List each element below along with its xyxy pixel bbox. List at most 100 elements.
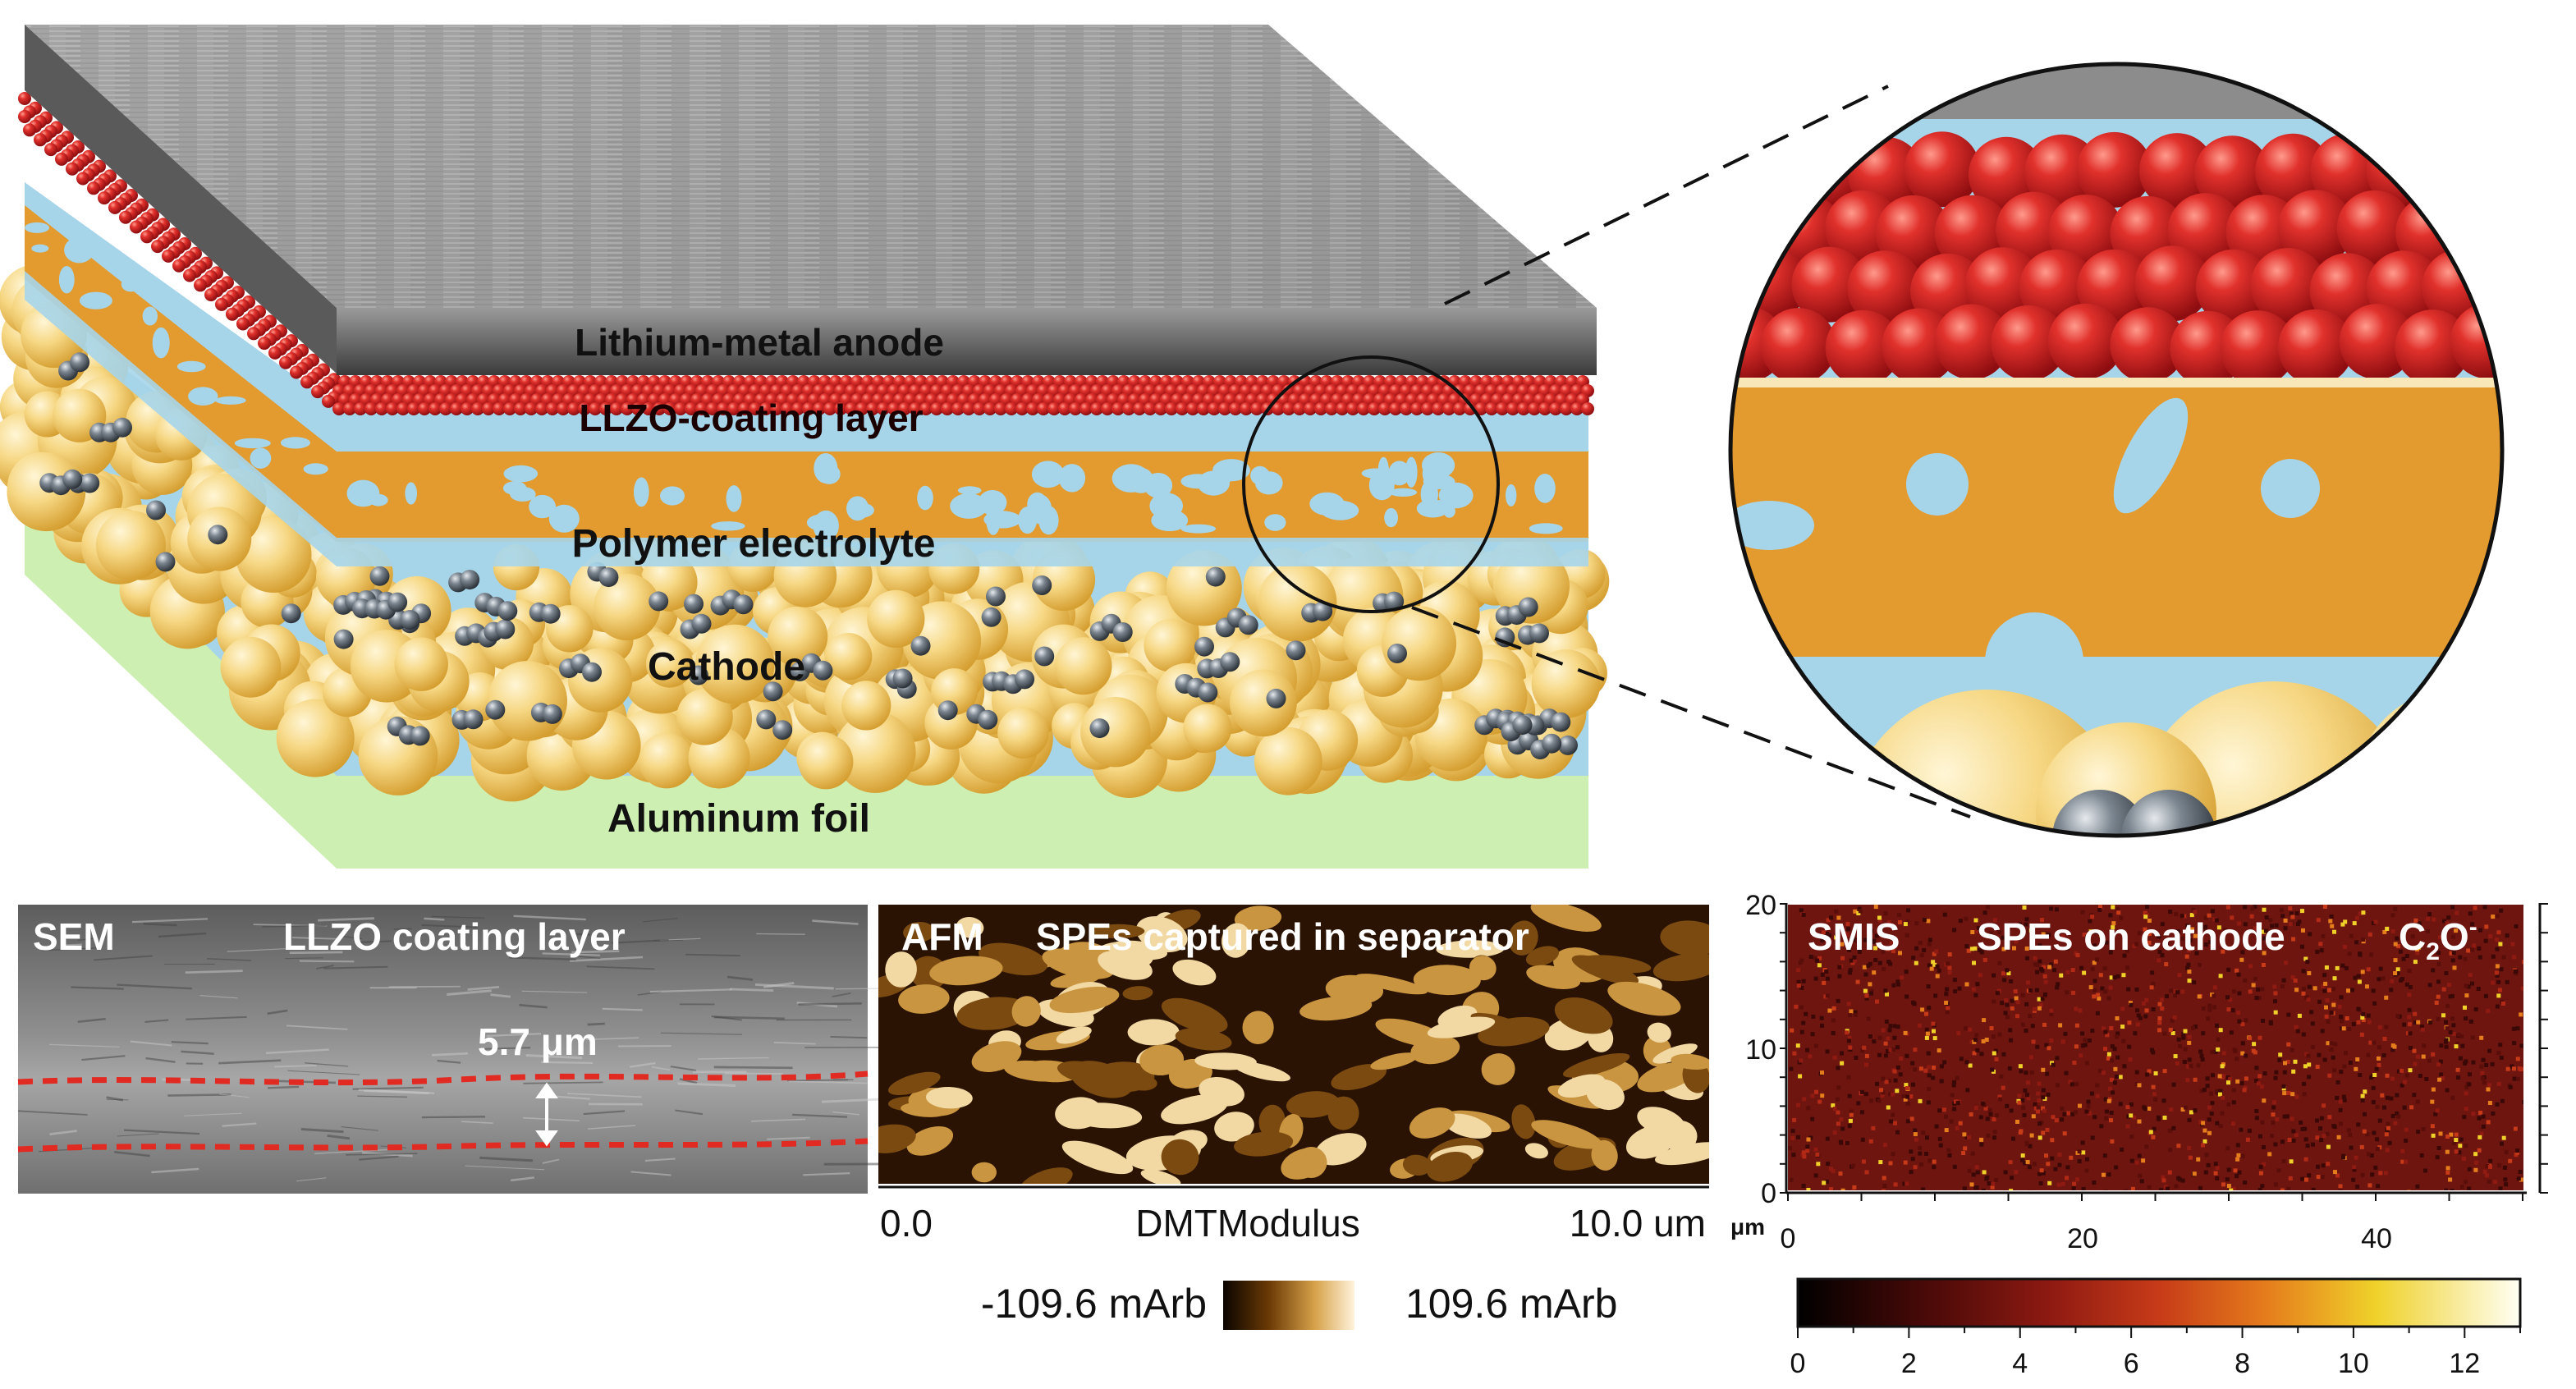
smis-pixel — [2226, 1102, 2231, 1107]
llzo-particle — [311, 385, 324, 399]
smis-pixel — [2018, 1064, 2023, 1069]
smis-pixel — [1981, 1039, 1986, 1043]
smis-pixel — [2413, 960, 2418, 965]
smis-pixel — [1890, 941, 1895, 946]
smis-pixel — [2185, 965, 2190, 970]
smis-pixel — [2280, 1139, 2285, 1144]
smis-pixel — [2301, 969, 2306, 974]
llzo-particle — [354, 402, 367, 415]
smis-pixel — [2114, 1165, 2119, 1170]
smis-pixel — [1824, 970, 1829, 974]
llzo-particle — [802, 402, 815, 415]
smis-pixel — [2026, 928, 2031, 933]
smis-pixel — [2480, 1070, 2485, 1075]
smis-pixel — [2273, 1142, 2278, 1147]
smis-pixel — [2257, 922, 2262, 927]
cathode-particle — [1254, 727, 1322, 795]
smis-pixel — [1810, 1116, 1815, 1121]
smis-pixel — [1831, 1031, 1836, 1035]
smis-pixel — [2437, 1077, 2442, 1082]
smis-pixel — [2409, 1105, 2414, 1110]
smis-pixel — [1914, 960, 1918, 965]
llzo-particle — [162, 249, 175, 263]
smis-pixel — [1913, 1128, 1918, 1133]
smis-pixel — [2115, 1016, 2120, 1020]
polymer-pore — [1031, 461, 1065, 488]
afm-domain — [1161, 1094, 1228, 1125]
smis-pixel — [2290, 1116, 2294, 1121]
afm-domain — [1056, 1026, 1092, 1044]
afm-domain — [1286, 1091, 1341, 1118]
smis-pixel — [2415, 1184, 2420, 1189]
sem-streak — [114, 1151, 150, 1158]
carbon-particle — [598, 567, 619, 588]
llzo-particle — [322, 394, 335, 408]
smis-pixel — [2071, 990, 2076, 995]
smis-pixel — [1832, 1130, 1837, 1135]
smis-pixel — [2338, 1099, 2343, 1104]
smis-pixel — [2321, 984, 2326, 988]
afm-domain — [1004, 1060, 1068, 1082]
sem-panel: SEM LLZO coating layer 5.7 μm — [17, 905, 904, 1194]
smis-pixel — [2510, 1064, 2514, 1069]
smis-pixel — [2204, 1153, 2209, 1158]
smis-pixel — [2309, 1010, 2314, 1015]
cathode-particle — [220, 636, 282, 698]
smis-pixel — [2160, 922, 2165, 927]
smis-pixel — [1826, 1162, 1831, 1166]
smis-pixel — [1893, 1121, 1897, 1125]
sem-streak — [184, 1112, 242, 1116]
smis-pixel — [1835, 1097, 1840, 1102]
smis-pixel — [2236, 972, 2241, 977]
smis-pixel — [1895, 1045, 1900, 1050]
smis-pixel — [2088, 919, 2092, 924]
smis-pixel — [2404, 1139, 2409, 1143]
smis-pixel — [2207, 1003, 2212, 1008]
sem-streak — [262, 924, 327, 928]
smis-pixel — [2056, 1083, 2060, 1088]
sem-streak — [41, 947, 100, 951]
zoom-llzo-particle — [2484, 248, 2502, 324]
afm-colorbar — [1223, 1281, 1354, 1330]
cathode-particle — [594, 573, 661, 641]
smis-pixel — [1946, 1006, 1950, 1011]
smis-pixel — [2413, 1061, 2418, 1066]
smis-pixel — [1863, 972, 1868, 977]
smis-pixel — [2127, 1044, 2132, 1049]
llzo-particle — [909, 402, 922, 415]
smis-pixel — [2001, 971, 2005, 976]
smis-pixel — [1975, 1170, 1980, 1175]
smis-pixel — [1849, 958, 1854, 963]
smis-pixel — [2300, 944, 2304, 949]
smis-pixel — [1896, 912, 1901, 917]
smis-pixel — [2171, 1082, 2176, 1087]
llzo-coating-layer — [18, 92, 1594, 415]
smis-pixel — [2029, 1070, 2034, 1075]
smis-pixel — [2520, 986, 2523, 991]
sem-streak — [521, 990, 588, 993]
smis-pixel — [2225, 1177, 2230, 1182]
afm-domain — [1327, 1096, 1359, 1130]
sem-streak — [447, 989, 492, 996]
smis-pixel — [2354, 1155, 2358, 1160]
smis-pixel — [2431, 1087, 2436, 1092]
zoom-llzo-particle — [1730, 251, 1751, 328]
smis-pixel — [2193, 1108, 2198, 1113]
sem-streak — [300, 1128, 344, 1134]
smis-pixel — [2473, 1167, 2478, 1172]
smis-colorbar-label: 2 — [1901, 1348, 1917, 1379]
smis-pixel — [2478, 928, 2482, 933]
smis-pixel — [2499, 908, 2504, 913]
smis-pixel — [2046, 1092, 2051, 1097]
smis-pixel — [2060, 933, 2065, 938]
smis-pixel — [2273, 1075, 2278, 1080]
smis-pixel — [1845, 944, 1850, 949]
cathode-particle — [1054, 637, 1112, 695]
smis-pixel — [1872, 1039, 1877, 1044]
smis-pixel — [1820, 1070, 1824, 1075]
smis-pixel — [1952, 1107, 1957, 1112]
smis-pixel — [2145, 905, 2149, 910]
smis-pixel — [1862, 1045, 1867, 1050]
smis-pixel — [2498, 942, 2503, 947]
smis-pixel — [2005, 1002, 2010, 1007]
